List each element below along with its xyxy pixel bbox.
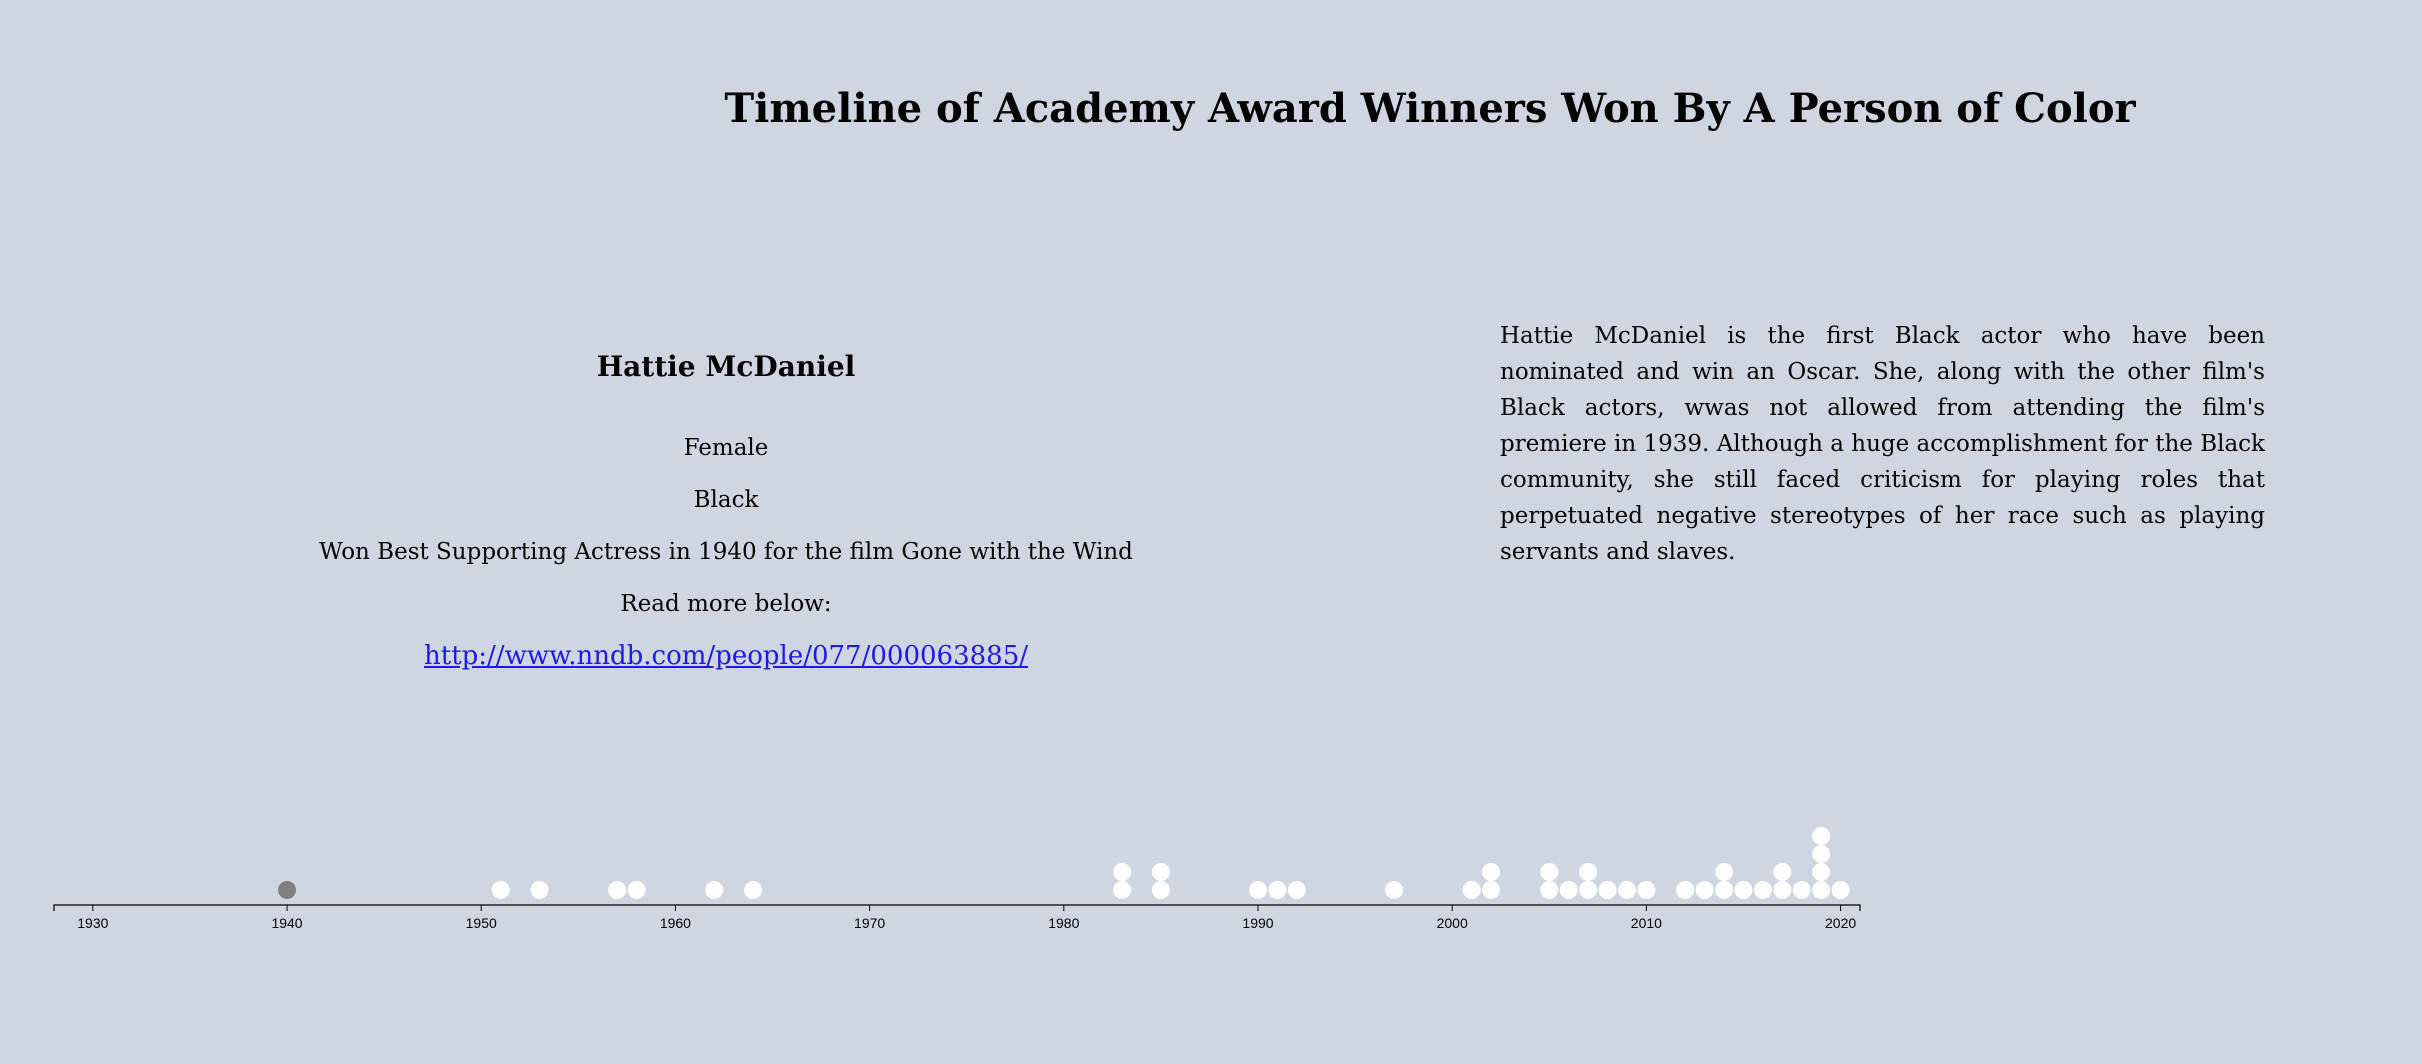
winner-dot[interactable] bbox=[744, 881, 763, 899]
person-bio: Hattie McDaniel is the first Black actor… bbox=[1500, 323, 2265, 565]
winner-dot[interactable] bbox=[1540, 863, 1559, 881]
timeline-chart: 1930 1940 1950 1960 1970 1980 1990 2000 2010 2020 bbox=[53, 827, 1861, 931]
winner-dot[interactable] bbox=[1715, 881, 1734, 899]
winner-dot[interactable] bbox=[1715, 863, 1734, 881]
winner-dot[interactable] bbox=[1579, 881, 1598, 899]
x-tick-label: 2010 bbox=[1631, 915, 1662, 931]
x-tick-label: 1960 bbox=[660, 915, 691, 931]
x-tick-label: 1990 bbox=[1242, 915, 1273, 931]
winner-dot[interactable] bbox=[1812, 881, 1831, 899]
winner-dot[interactable] bbox=[1773, 863, 1792, 881]
winner-dot[interactable] bbox=[1287, 881, 1306, 899]
x-tick-label: 1980 bbox=[1048, 915, 1079, 931]
x-tick-label: 2020 bbox=[1825, 915, 1856, 931]
x-tick-label: 2000 bbox=[1437, 915, 1468, 931]
page-title: Timeline of Academy Award Winners Won By… bbox=[724, 85, 2136, 132]
x-tick-label: 1930 bbox=[77, 915, 108, 931]
winner-dot[interactable] bbox=[1268, 881, 1287, 899]
x-axis-line bbox=[53, 904, 1861, 911]
winner-dot[interactable] bbox=[1695, 881, 1714, 899]
person-detail-card: Hattie McDaniel Female Black Won Best Su… bbox=[280, 340, 1172, 682]
x-tick-label: 1950 bbox=[466, 915, 497, 931]
winner-dot[interactable] bbox=[608, 881, 627, 899]
winner-dot[interactable] bbox=[1113, 881, 1132, 899]
winner-dot[interactable] bbox=[1617, 881, 1636, 899]
person-award: Won Best Supporting Actress in 1940 for … bbox=[319, 539, 1133, 565]
winner-dot[interactable] bbox=[530, 881, 549, 899]
dots-layer bbox=[278, 827, 1850, 899]
winner-dot[interactable] bbox=[705, 881, 724, 899]
winner-dot[interactable] bbox=[1462, 881, 1481, 899]
winner-dot[interactable] bbox=[1559, 881, 1578, 899]
winner-dot[interactable] bbox=[627, 881, 646, 899]
winner-dot[interactable] bbox=[1792, 881, 1811, 899]
person-name: Hattie McDaniel bbox=[596, 350, 856, 383]
winner-dot[interactable] bbox=[1753, 881, 1772, 899]
winner-dot[interactable] bbox=[1812, 827, 1831, 845]
read-more-label: Read more below: bbox=[620, 591, 832, 617]
x-axis: 1930 1940 1950 1960 1970 1980 1990 2000 2010 2020 bbox=[53, 904, 1861, 931]
x-tick-label: 1940 bbox=[271, 915, 302, 931]
person-link[interactable]: http://www.nndb.com/people/077/000063885… bbox=[424, 641, 1028, 671]
winner-dot[interactable] bbox=[1579, 863, 1598, 881]
winner-dot[interactable] bbox=[1734, 881, 1753, 899]
winner-dot[interactable] bbox=[1384, 881, 1403, 899]
winner-dot[interactable] bbox=[1249, 881, 1267, 899]
winner-dot[interactable] bbox=[1637, 881, 1656, 899]
x-tick-label: 1970 bbox=[854, 915, 885, 931]
person-race: Black bbox=[693, 487, 759, 513]
winner-dot[interactable] bbox=[1540, 881, 1559, 899]
winner-dot[interactable] bbox=[1812, 863, 1831, 881]
winner-dot-selected[interactable] bbox=[278, 881, 297, 899]
person-gender: Female bbox=[683, 435, 769, 461]
winner-dot[interactable] bbox=[491, 881, 510, 899]
winner-dot[interactable] bbox=[1113, 863, 1132, 881]
winner-dot[interactable] bbox=[1151, 863, 1170, 881]
winner-dot[interactable] bbox=[1812, 845, 1831, 863]
winner-dot[interactable] bbox=[1598, 881, 1617, 899]
winner-dot[interactable] bbox=[1676, 881, 1695, 899]
winner-dot[interactable] bbox=[1151, 881, 1170, 899]
winner-dot[interactable] bbox=[1482, 863, 1501, 881]
winner-dot[interactable] bbox=[1831, 881, 1850, 899]
winner-dot[interactable] bbox=[1773, 881, 1792, 899]
winner-dot[interactable] bbox=[1482, 881, 1501, 899]
